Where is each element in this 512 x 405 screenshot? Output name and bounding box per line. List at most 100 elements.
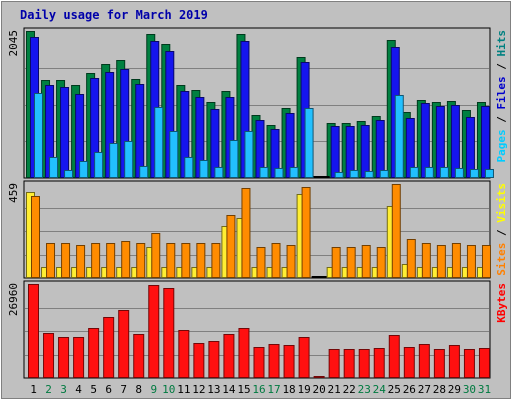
x-tick-label: 19 [297, 383, 310, 396]
bar-kbytes [208, 341, 220, 378]
bar-kbytes [163, 288, 175, 378]
x-tick-label: 7 [120, 383, 127, 396]
bar-sites [151, 233, 161, 278]
bar-pages [424, 167, 434, 178]
x-tick-label: 6 [105, 383, 112, 396]
bar-files [450, 105, 460, 178]
bar-files [480, 106, 490, 178]
bar-kbytes [448, 345, 460, 378]
bar-kbytes [373, 348, 385, 378]
bar-kbytes [358, 349, 370, 378]
panel-visits: 459 Sites / Visits [7, 180, 508, 279]
bar-pages [34, 93, 43, 178]
bar-files [360, 125, 370, 178]
axis-legend-kbytes: KBytes [495, 283, 508, 323]
bar-kbytes [478, 348, 490, 378]
bar-files [420, 103, 430, 178]
x-tick-label: 27 [418, 383, 431, 396]
bar-sites [286, 245, 296, 278]
axis-legend-part: / [495, 223, 508, 243]
bar-kbytes [388, 335, 400, 378]
bar-pages [289, 167, 299, 178]
bar-pages [229, 140, 239, 178]
bar-sites [211, 243, 221, 278]
bar-sites [76, 245, 86, 278]
bar-kbytes [253, 347, 265, 378]
bar-pages [94, 152, 104, 178]
x-tick-label: 15 [237, 383, 250, 396]
x-tick-label: 26 [403, 383, 416, 396]
bar-kbytes [118, 310, 130, 378]
x-tick-label: 29 [448, 383, 461, 396]
bar-kbytes [178, 330, 190, 378]
bar-pages [454, 168, 464, 178]
bar-kbytes [283, 345, 295, 378]
bar-sites [61, 243, 71, 278]
bar-kbytes [418, 344, 430, 378]
bar-sites [196, 243, 206, 278]
bar-sites [136, 243, 146, 278]
bar-pages [139, 166, 149, 178]
bar-pages [484, 169, 494, 178]
x-axis-labels: 1 2 3 4 5 6 7 8 9 10 11 12 13 14 15 16 17 18 19 20 21 22 23 24 2… [30, 383, 491, 396]
bar-pages [79, 161, 89, 178]
bar-pages [214, 167, 224, 178]
bar-pages [334, 172, 344, 178]
bar-sites [166, 243, 176, 278]
bar-pages [49, 157, 59, 178]
bar-kbytes [328, 349, 340, 378]
bar-sites [256, 247, 266, 278]
axis-legend-part: KBytes [495, 283, 508, 323]
x-tick-label: 10 [162, 383, 175, 396]
bar-sites [376, 247, 386, 278]
bar-files [135, 84, 145, 178]
axis-legend-part: / [495, 57, 508, 77]
bar-kbytes [403, 347, 415, 378]
bar-sites [226, 215, 236, 278]
chart-title: Daily usage for March 2019 [20, 8, 208, 22]
bar-pages [109, 143, 119, 178]
bar-sites [466, 245, 476, 278]
bar-kbytes [268, 344, 280, 378]
bar-kbytes [88, 328, 100, 378]
bar-pages [244, 131, 254, 178]
bar-kbytes [103, 317, 115, 378]
bar-kbytes [73, 337, 85, 378]
x-tick-label: 13 [207, 383, 220, 396]
x-tick-label: 30 [463, 383, 476, 396]
x-tick-label: 21 [328, 383, 341, 396]
bar-pages [349, 170, 359, 178]
x-tick-label: 4 [75, 383, 82, 396]
x-tick-label: 16 [252, 383, 265, 396]
bar-kbytes [28, 284, 39, 378]
bar-sites [46, 243, 56, 278]
bar-pages [259, 167, 269, 178]
x-tick-label: 1 [30, 383, 37, 396]
bar-sites [451, 243, 461, 278]
x-tick-label: 18 [282, 383, 295, 396]
y-max-label-kbytes: 26960 [7, 283, 20, 316]
x-tick-label: 5 [90, 383, 97, 396]
bar-kbytes [223, 334, 235, 378]
bar-kbytes [43, 333, 55, 378]
axis-legend-hits: Pages / Files / Hits [495, 30, 508, 163]
x-tick-label: 3 [60, 383, 67, 396]
bar-sites [91, 243, 101, 278]
bar-pages [304, 108, 314, 178]
bar-kbytes [463, 349, 475, 378]
bar-pages [394, 95, 404, 178]
bar-sites [346, 247, 356, 278]
axis-legend-part: Pages [495, 129, 508, 162]
bar-pages [364, 171, 374, 178]
y-max-label-visits: 459 [7, 183, 20, 203]
bar-sites [436, 245, 446, 278]
bar-pages [64, 170, 74, 178]
axis-legend-part: Files [495, 76, 508, 109]
axis-legend-visits: Sites / Visits [495, 183, 508, 276]
bar-kbytes [148, 285, 160, 378]
bar-sites [481, 245, 491, 278]
chart-outer-border-dark [1, 1, 511, 399]
bar-sites [421, 243, 431, 278]
